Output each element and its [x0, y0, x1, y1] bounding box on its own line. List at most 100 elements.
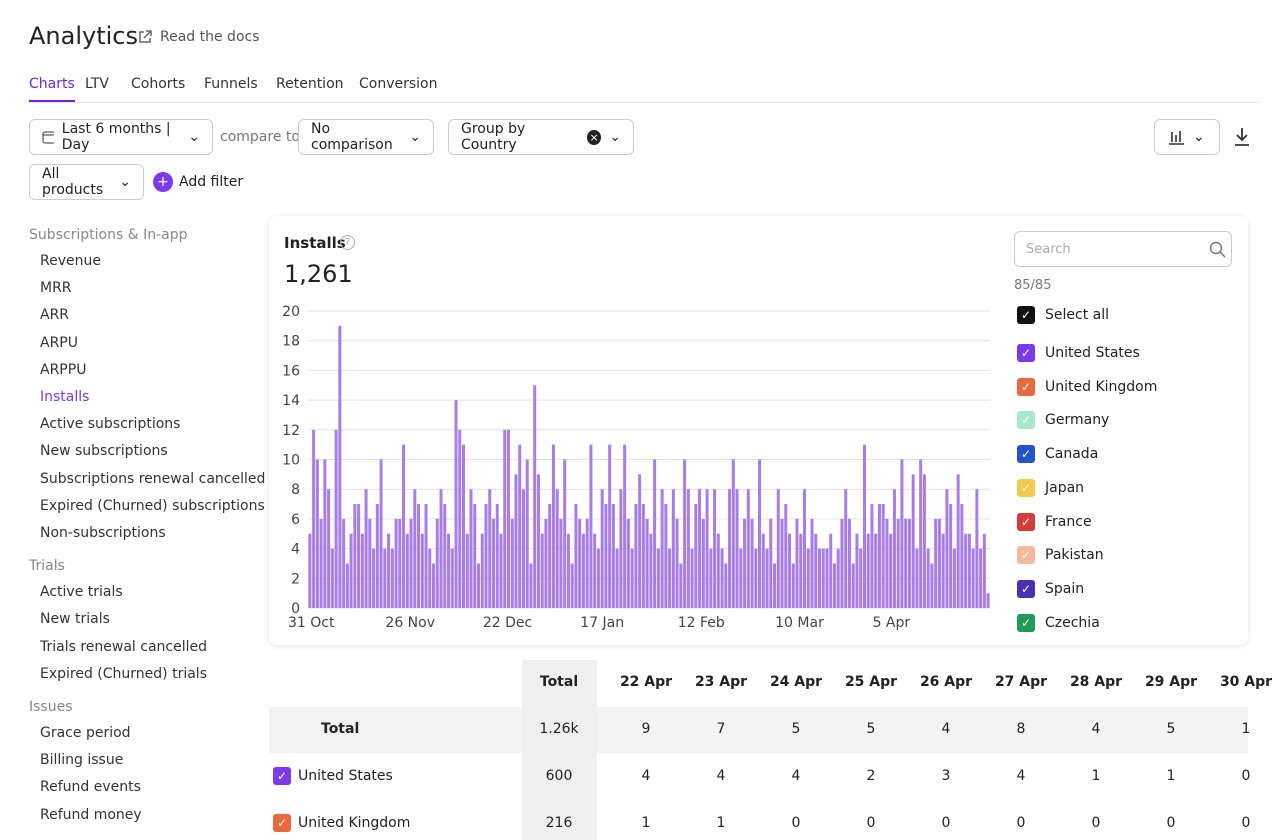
checkbox[interactable]: ✓: [1017, 411, 1035, 430]
nav-item[interactable]: MRR: [40, 280, 72, 297]
nav-item[interactable]: Trials renewal cancelled: [40, 638, 208, 655]
checkbox[interactable]: ✓: [1017, 613, 1035, 632]
tab[interactable]: LTV: [85, 76, 110, 92]
row-name: United Kingdom: [298, 815, 411, 831]
date-picker[interactable]: Last 6 months | Day ⌄: [29, 119, 213, 155]
nav-item[interactable]: Grace period: [40, 725, 131, 741]
column-header: 27 Apr: [994, 674, 1048, 690]
legend-item[interactable]: ✓ United States: [1017, 344, 1140, 362]
legend-item[interactable]: ✓ Pakistan: [1017, 546, 1104, 565]
nav-item[interactable]: Revenue: [40, 253, 101, 269]
bar: [904, 518, 908, 608]
checkbox[interactable]: ✓: [1017, 546, 1035, 565]
bar: [979, 548, 983, 608]
nav-item[interactable]: Active subscriptions: [40, 416, 181, 433]
bar: [713, 489, 717, 608]
legend-item[interactable]: ✓ Canada: [1017, 445, 1098, 464]
nav-item[interactable]: ARR: [40, 307, 70, 324]
add-filter[interactable]: + Add filter: [153, 172, 243, 192]
bar: [769, 518, 773, 608]
products-select[interactable]: All products ⌄: [29, 164, 144, 200]
x-tick-label: 26 Nov: [385, 615, 435, 631]
bar: [484, 504, 488, 608]
bar: [660, 489, 664, 608]
cell: 0: [1241, 768, 1251, 784]
bar: [578, 518, 582, 608]
bar: [952, 548, 956, 608]
comparison-select[interactable]: No comparison ⌄: [298, 119, 434, 155]
legend-item[interactable]: ✓ France: [1017, 512, 1092, 531]
select-all[interactable]: ✓ Select all: [1017, 306, 1109, 324]
row-checkbox[interactable]: ✓: [273, 767, 291, 785]
bar: [540, 533, 544, 608]
bar: [668, 548, 672, 608]
nav-item[interactable]: Active trials: [40, 584, 123, 601]
nav-item[interactable]: Refund events: [40, 779, 141, 796]
cell: 4: [791, 768, 801, 784]
cell: 5: [1166, 721, 1176, 737]
download-icon[interactable]: [1233, 127, 1251, 147]
legend-item[interactable]: ✓ Germany: [1017, 411, 1109, 430]
cell: 1: [716, 815, 726, 831]
bar: [844, 489, 848, 608]
tab[interactable]: Conversion: [359, 76, 438, 92]
help-icon[interactable]: ?: [340, 235, 355, 250]
tab[interactable]: Charts: [29, 76, 75, 102]
bar: [454, 400, 458, 608]
nav-item[interactable]: Subscriptions renewal cancelled: [40, 470, 266, 487]
nav-item[interactable]: New trials: [40, 611, 110, 628]
checkbox[interactable]: ✓: [1017, 478, 1035, 497]
y-tick-label: 10: [282, 453, 300, 469]
bar: [491, 518, 495, 608]
clear-icon[interactable]: ×: [587, 129, 602, 145]
bar: [477, 563, 480, 608]
nav-item[interactable]: Expired (Churned) subscriptions: [40, 497, 265, 514]
tab[interactable]: Retention: [276, 76, 344, 92]
tab[interactable]: Funnels: [204, 76, 258, 92]
nav-item[interactable]: Non-subscriptions: [40, 525, 166, 541]
checkbox[interactable]: ✓: [1017, 377, 1035, 396]
checkbox[interactable]: ✓: [1017, 306, 1035, 324]
checkbox[interactable]: ✓: [1017, 512, 1035, 531]
nav-item[interactable]: Installs: [40, 389, 90, 405]
nav-item[interactable]: New subscriptions: [40, 443, 168, 460]
bar: [465, 533, 469, 608]
row-checkbox[interactable]: ✓: [273, 814, 291, 832]
bar: [836, 548, 840, 608]
bar: [743, 518, 747, 608]
legend-item[interactable]: ✓ Czechia: [1017, 613, 1100, 632]
docs-link[interactable]: Read the docs: [160, 29, 260, 45]
nav-item[interactable]: Refund money: [40, 806, 142, 823]
legend-item[interactable]: ✓ United Kingdom: [1017, 377, 1157, 396]
bar: [495, 504, 499, 608]
bar: [428, 548, 432, 608]
tab[interactable]: Cohorts: [131, 76, 186, 92]
chart-title: Installs: [284, 234, 346, 252]
chart-type-button[interactable]: ⌄: [1154, 119, 1220, 155]
nav-item[interactable]: ARPU: [40, 334, 78, 351]
y-tick-label: 18: [282, 334, 300, 350]
checkbox[interactable]: ✓: [1017, 344, 1035, 362]
checkbox[interactable]: ✓: [1017, 579, 1035, 598]
legend-item[interactable]: ✓ Japan: [1017, 478, 1084, 497]
section-title: Trials: [29, 558, 65, 575]
bar: [975, 489, 979, 608]
bar: [986, 593, 990, 608]
legend-label: Pakistan: [1045, 547, 1104, 564]
chart-summary: 1,261: [284, 260, 353, 288]
search-box[interactable]: Search: [1014, 231, 1232, 267]
bar: [919, 459, 923, 608]
nav-item[interactable]: Billing issue: [40, 752, 124, 769]
bar: [536, 474, 540, 608]
checkbox[interactable]: ✓: [1017, 445, 1035, 464]
bar: [368, 518, 372, 608]
chart: 0 2 4 6 8 10 12 14 16 18 20 31 Oct 26 Nov 22 Dec 17 Ja…: [282, 304, 990, 631]
legend-item[interactable]: ✓ Spain: [1017, 579, 1084, 598]
nav-item[interactable]: Expired (Churned) trials: [40, 665, 207, 682]
group-select[interactable]: Group by Country × ⌄: [448, 119, 634, 155]
nav-item[interactable]: ARPPU: [40, 361, 87, 378]
bar: [312, 429, 316, 608]
bar: [686, 489, 690, 608]
select-all-label: Select all: [1045, 307, 1109, 323]
bar: [709, 548, 713, 608]
